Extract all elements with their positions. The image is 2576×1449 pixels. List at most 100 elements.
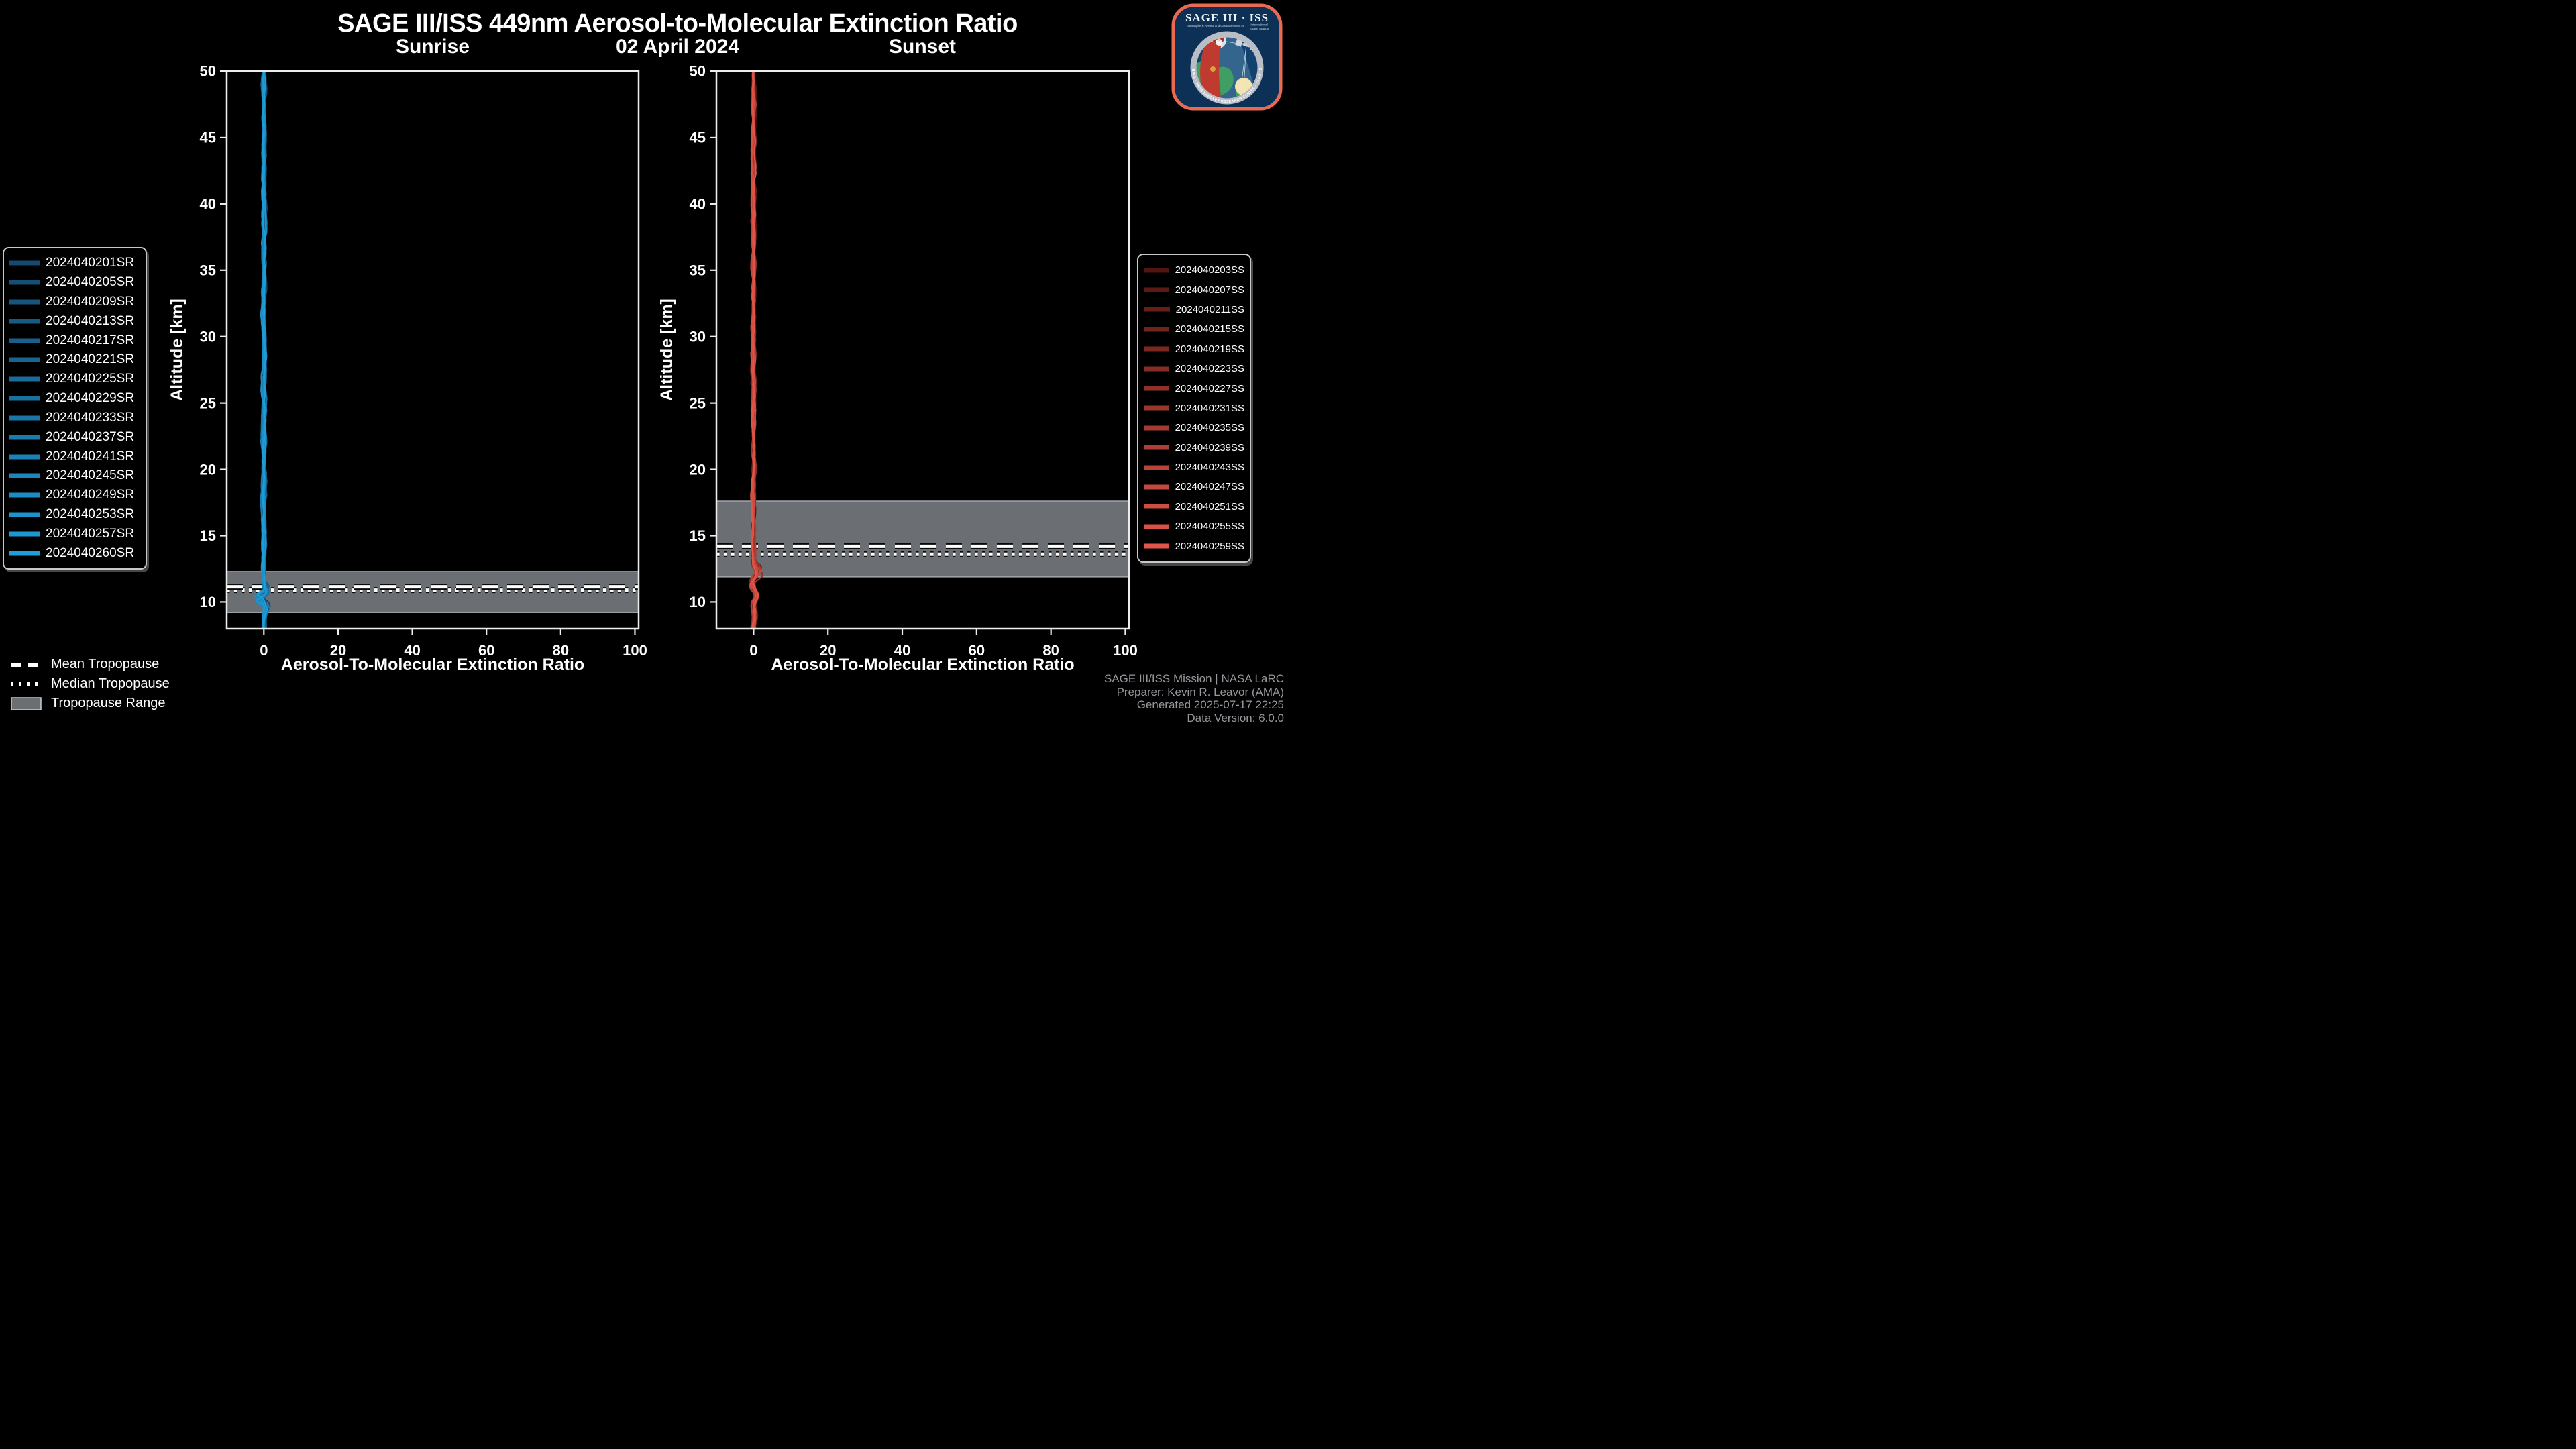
y-tick-label: 15 [200,527,216,544]
footer-credits: SAGE III/ISS Mission | NASA LaRC Prepare… [1104,672,1284,724]
series-line-2024040255SS [749,71,757,629]
patch-artwork [1196,37,1258,99]
y-tick-label: 20 [690,461,706,478]
legend-line-sample-icon [9,280,40,285]
legend-item: 2024040205SR [9,275,140,290]
y-tick-label: 45 [690,129,706,146]
legend-item-label: 2024040217SR [46,333,135,347]
tropopause-range-legend-item: Tropopause Range [11,694,170,713]
legend-item-label: 2024040231SS [1175,402,1244,414]
legend-item: 2024040243SS [1144,462,1244,473]
legend-item: 2024040207SS [1144,284,1244,296]
legend-item: 2024040251SS [1144,501,1244,513]
legend-line-sample-icon [1144,445,1169,450]
y-tick-label: 30 [690,328,706,345]
sunrise-subtitle: Sunrise [395,36,470,58]
legend-item-label: 2024040237SR [46,429,135,444]
tropopause-band [716,501,1129,577]
legend-item: 2024040235SS [1144,422,1244,433]
legend-item: 2024040201SR [9,256,140,270]
x-tick-label: 20 [330,642,346,659]
patch-tagline-right-1: International [1250,23,1267,27]
sunrise-plot-border [225,70,640,630]
legend-item: 2024040227SS [1144,383,1244,394]
legend-item: 2024040255SS [1144,521,1244,532]
legend-line-sample-icon [9,260,40,266]
y-tick-label: 45 [200,129,216,146]
legend-item: 2024040215SS [1144,323,1244,335]
legend-item-label: 2024040241SR [46,449,135,464]
legend-line-sample-icon [1144,327,1169,332]
x-tick-label: 100 [623,642,647,659]
y-tick-label: 15 [690,527,706,544]
legend-line-sample-icon [1144,504,1169,509]
series-line-2024040259SS [750,71,759,629]
legend-item: 2024040221SR [9,352,140,367]
series-line-2024040260SR [256,71,268,629]
sunset-plot-border [715,70,1130,630]
legend-item-label: 2024040205SR [46,275,135,290]
legend-line-sample-icon [1144,307,1170,312]
legend-item-label: 2024040251SS [1175,500,1244,513]
x-tick-label: 80 [1042,642,1059,659]
legend-item-label: 2024040245SR [46,468,135,483]
x-axis-label: Aerosol-To-Molecular Extinction Ratio [281,655,584,674]
y-tick-label: 50 [690,63,706,80]
legend-item-label: 2024040229SR [46,391,135,406]
legend-item: 2024040225SR [9,372,140,386]
legend-line-sample-icon [1144,484,1169,490]
legend-line-sample-icon [9,376,40,382]
x-tick-label: 0 [749,642,757,659]
y-tick-label: 25 [690,394,706,411]
y-tick-label: 10 [200,594,216,610]
sunset-subtitle: Sunset [888,36,957,58]
tropopause-range-sample-icon [11,696,42,710]
legend-item: 2024040217SR [9,333,140,348]
legend-item-label: 2024040203SS [1175,264,1244,276]
legend-item: 2024040219SS [1144,343,1244,355]
legend-item-label: 2024040259SS [1175,540,1244,552]
y-tick-label: 20 [200,461,216,478]
footer-mission-line: SAGE III/ISS Mission | NASA LaRC [1104,672,1284,685]
x-tick-label: 60 [478,642,494,659]
legend-line-sample-icon [1144,425,1169,431]
legend-item-label: 2024040253SR [46,506,135,521]
legend-item-label: 2024040201SR [46,256,135,270]
legend-line-sample-icon [9,551,40,556]
legend-item: 2024040249SR [9,488,140,502]
sunset-legend: 2024040203SS 2024040207SS 2024040211SS 2024… [1137,254,1251,563]
legend-line-sample-icon [9,531,40,537]
legend-item-label: 2024040213SR [46,313,135,328]
x-axis-label: Aerosol-To-Molecular Extinction Ratio [771,655,1074,674]
legend-item-label: 2024040211SS [1175,303,1244,315]
legend-line-sample-icon [9,396,40,401]
y-tick-label: 30 [200,328,216,345]
y-axis-label: Altitude [km] [657,299,676,401]
plots-svg: 0 20 40 60 80 100101520253035404550Aerosol-To… [168,63,1138,674]
legend-item: 2024040203SS [1144,264,1244,276]
legend-item-label: 2024040225SR [46,372,135,386]
patch-tagline-left: Stratospheric Aerosol and Gas Experiment… [1187,24,1244,28]
legend-item: 2024040247SS [1144,481,1244,492]
y-tick-label: 10 [690,594,706,610]
legend-line-sample-icon [1144,287,1169,292]
y-tick-label: 40 [200,196,216,213]
legend-line-sample-icon [1144,268,1169,273]
legend-line-sample-icon [9,454,40,460]
legend-item-label: 2024040219SS [1175,343,1244,355]
y-tick-label: 50 [200,63,216,80]
y-axis-label: Altitude [km] [168,299,186,401]
y-tick-label: 35 [690,262,706,278]
legend-item-label: 2024040260SR [46,545,135,560]
legend-line-sample-icon [9,338,40,343]
footer-generated-line: Generated 2025-07-17 22:25 [1136,698,1284,711]
legend-item-label: 2024040235SS [1175,422,1244,434]
legend-item-label: 2024040221SR [46,352,135,367]
legend-line-sample-icon [9,435,40,440]
legend-item-label: 2024040215SS [1175,323,1244,335]
legend-item: 2024040223SS [1144,363,1244,374]
mean-tropopause-legend-item: Mean Tropopause [11,655,170,674]
patch-title: SAGE III · ISS [1185,11,1269,24]
legend-item-label: 2024040243SS [1175,462,1244,474]
legend-line-sample-icon [1144,524,1169,529]
